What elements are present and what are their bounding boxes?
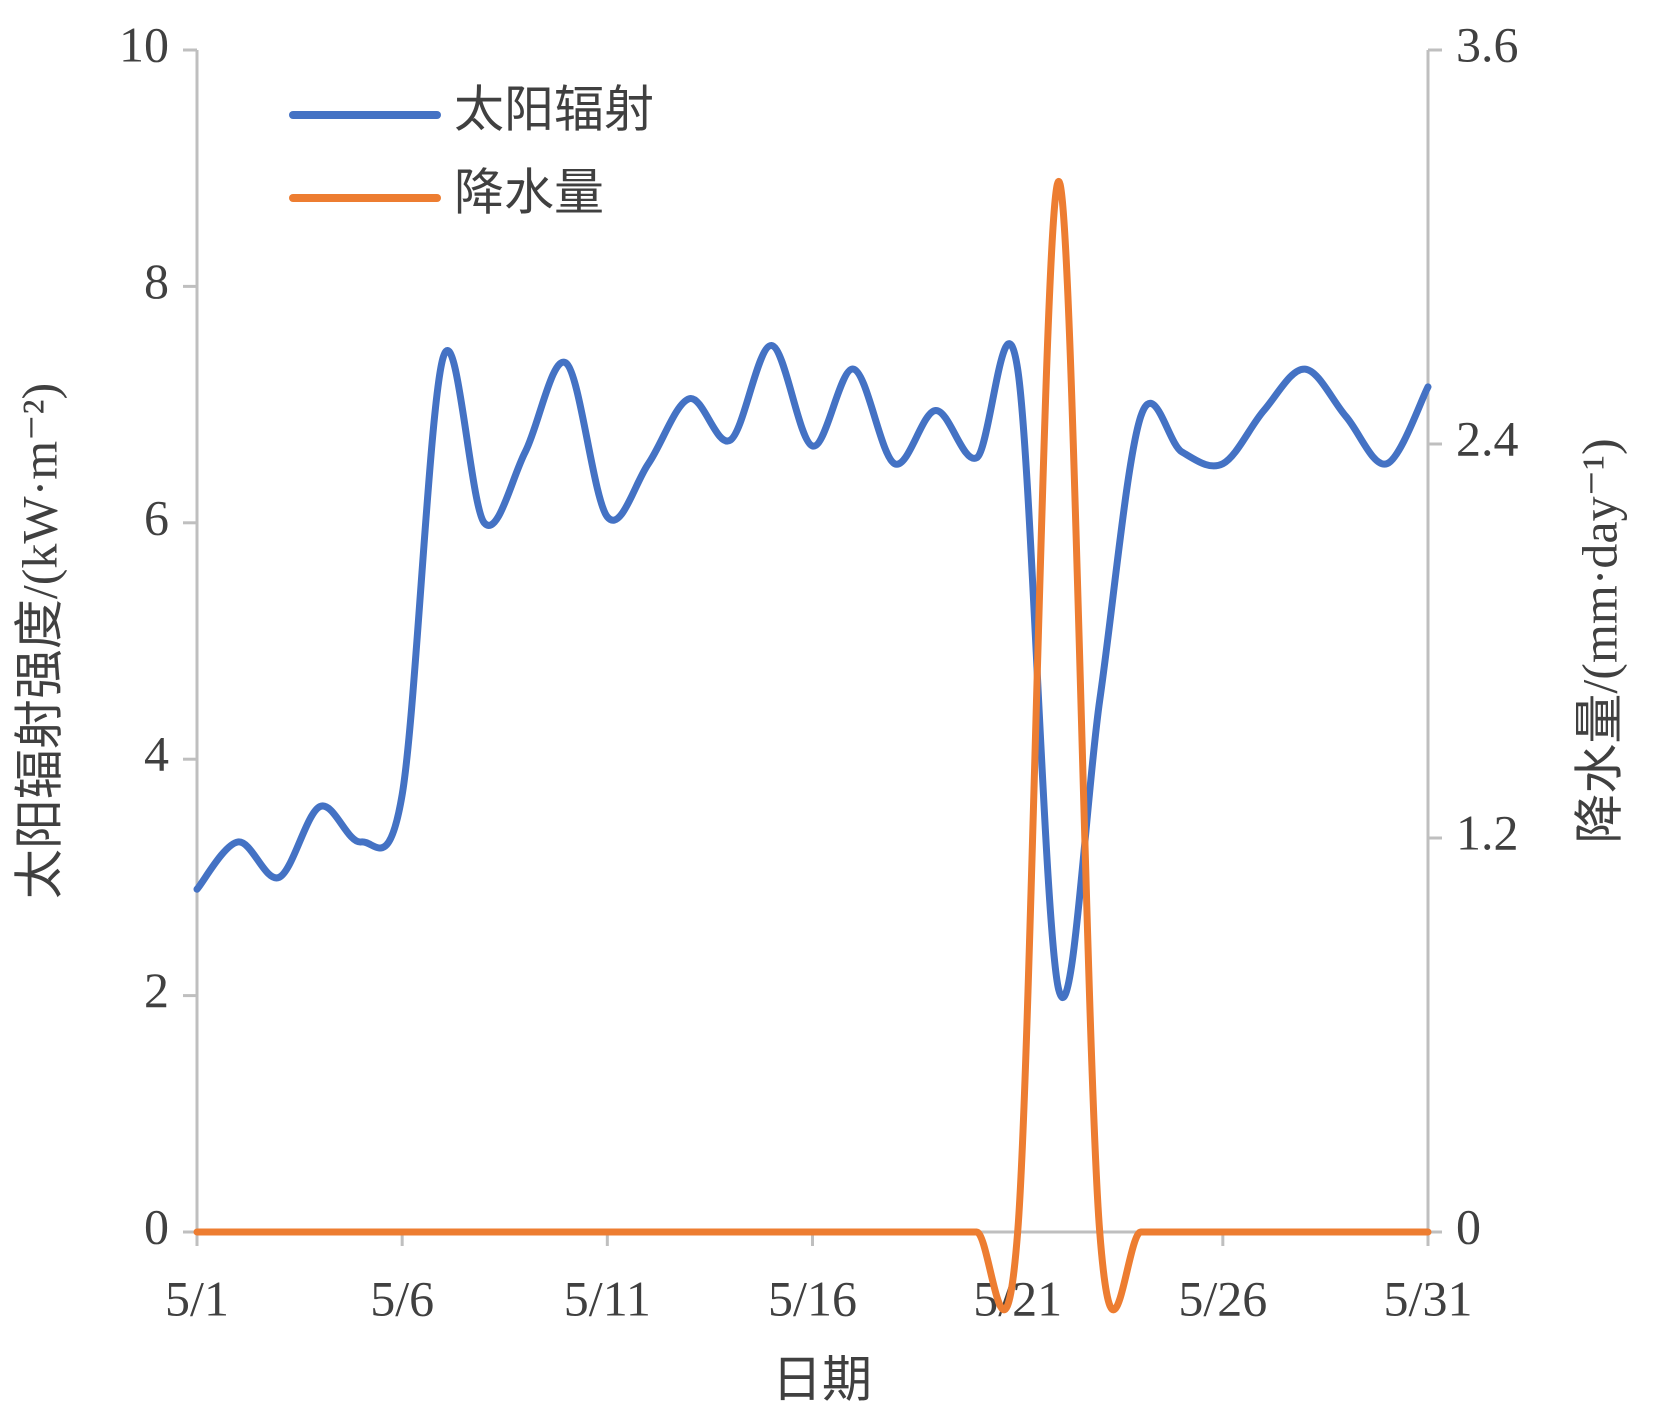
y-tick-label: 10 xyxy=(119,16,169,72)
x-tick-label: 5/26 xyxy=(1178,1270,1267,1326)
line-series xyxy=(193,340,1432,1002)
x-tick-label: 5/1 xyxy=(165,1270,229,1326)
y-tick-label: 0 xyxy=(144,1198,169,1254)
legend-label: 太阳辐射 xyxy=(454,81,654,137)
x-tick-label: 5/31 xyxy=(1384,1270,1473,1326)
y2-tick-label: 0 xyxy=(1456,1198,1481,1254)
y2-tick-label: 1.2 xyxy=(1456,804,1519,860)
y-tick-label: 4 xyxy=(144,726,169,782)
x-tick-label: 5/16 xyxy=(768,1270,857,1326)
x-axis-label: 日期 xyxy=(772,1351,872,1407)
legend-label: 降水量 xyxy=(454,164,604,220)
x-tick-label: 5/6 xyxy=(370,1270,434,1326)
x-tick-label: 5/21 xyxy=(973,1270,1062,1326)
y2-tick-label: 2.4 xyxy=(1456,410,1519,466)
y2-axis-label: 降水量/(mm·day⁻¹) xyxy=(1571,438,1627,843)
y-tick-label: 2 xyxy=(144,962,169,1018)
y2-tick-label: 3.6 xyxy=(1456,16,1519,72)
x-tick-label: 5/11 xyxy=(564,1270,651,1326)
y-axis-label: 太阳辐射强度/(kW·m⁻²) xyxy=(11,383,67,899)
line-series xyxy=(193,177,1432,1314)
y-tick-label: 8 xyxy=(144,253,169,309)
y-tick-label: 6 xyxy=(144,489,169,545)
